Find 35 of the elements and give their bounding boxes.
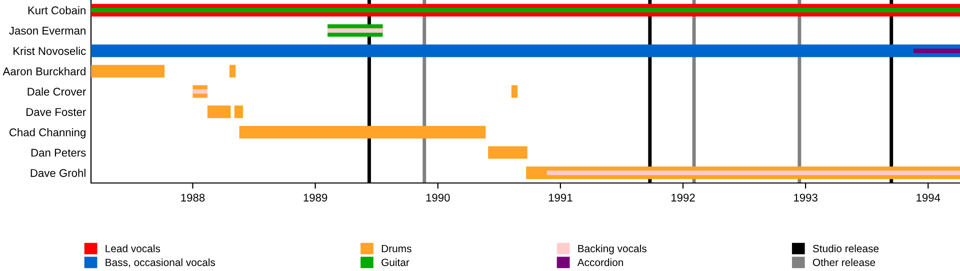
bar: [192, 89, 208, 94]
x-tick-label: 1993: [794, 194, 818, 202]
legend-label: Drums: [382, 244, 412, 252]
y-tick-label: Kurt Cobain: [28, 6, 86, 14]
y-tick-label: Dave Foster: [26, 108, 86, 116]
y-tick-label: Dave Grohl: [30, 168, 86, 177]
bar: [207, 106, 231, 118]
x-tick-label: 1989: [304, 194, 328, 202]
bar: [91, 44, 960, 58]
y-tick-label: Dale Crover: [28, 87, 86, 96]
bar: [913, 48, 960, 54]
y-tick-label: Aaron Burckhard: [2, 67, 86, 76]
bar: [239, 126, 486, 138]
y-tick-label: Chad Channing: [9, 128, 86, 138]
legend-label: Other release: [812, 258, 876, 266]
x-tick-label: 1992: [671, 194, 695, 202]
y-tick-label: Krist Novoselic: [14, 46, 86, 55]
legend-label: Accordion: [577, 258, 623, 266]
bar: [546, 170, 960, 176]
legend-label: Lead vocals: [106, 244, 160, 252]
legend-label: Bass, occasional vocals: [106, 258, 216, 268]
x-tick-label: 1990: [426, 194, 450, 202]
bar: [511, 85, 518, 98]
x-tick-label: 1991: [548, 194, 572, 202]
legend-label: Backing vocals: [578, 244, 646, 254]
legend-label: Guitar: [382, 258, 410, 266]
y-tick-label: Dan Peters: [31, 148, 86, 157]
legend-label: Studio release: [812, 244, 879, 252]
bar: [91, 64, 165, 78]
bar: [234, 106, 243, 118]
x-tick-label: 1988: [181, 194, 205, 202]
bar: [488, 146, 528, 159]
x-tick-label: 1994: [916, 194, 940, 202]
y-tick-label: Jason Everman: [9, 26, 86, 35]
bar: [230, 64, 236, 78]
